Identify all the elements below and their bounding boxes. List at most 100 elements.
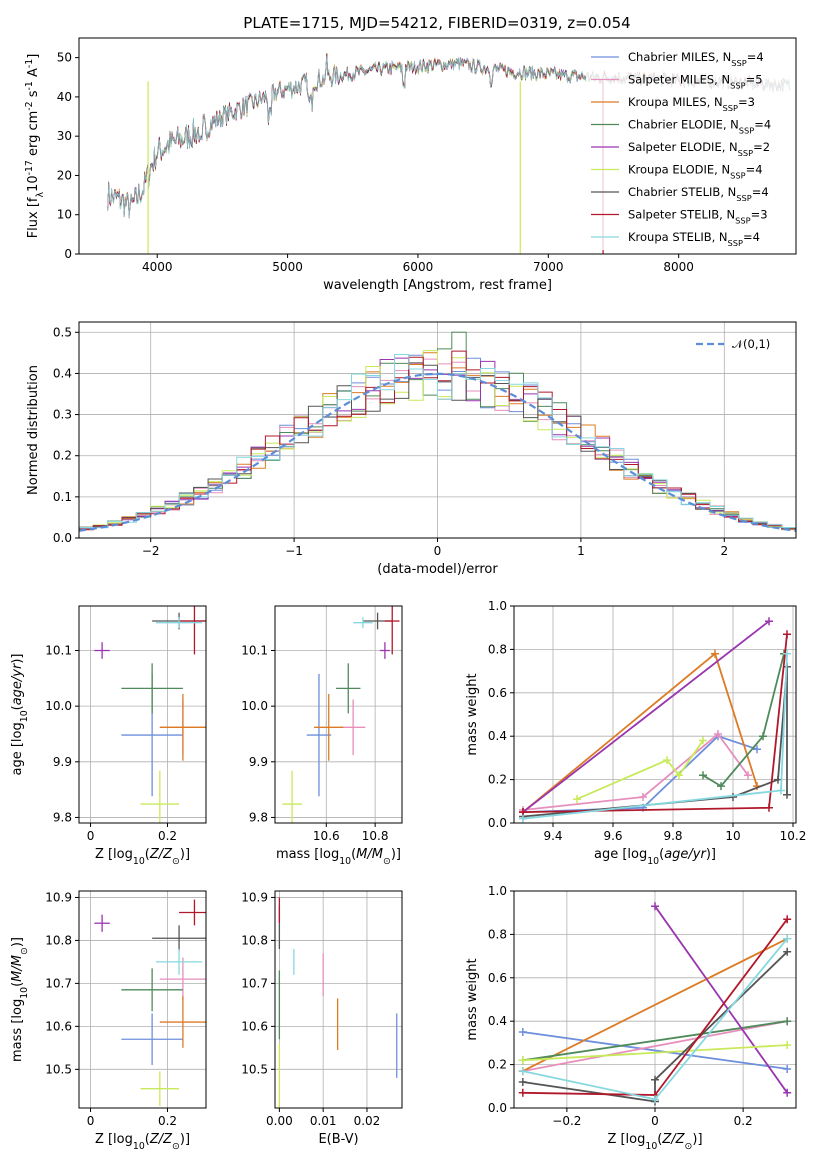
y-tick-label: 0.2 — [53, 449, 72, 463]
series-point — [518, 1077, 527, 1086]
plot-area — [79, 331, 796, 532]
errorbar-kroupa-miles — [159, 996, 206, 1048]
series-point — [518, 1067, 527, 1076]
axes-frame — [274, 890, 403, 1109]
x-axis-label: (data-model)/error — [377, 562, 498, 577]
legend-label: Kroupa MILES, NSSP=3 — [628, 95, 755, 113]
errorbar-kroupa-elodie — [282, 770, 302, 823]
series-salpeter-miles — [519, 730, 752, 814]
y-tick-label: 9.8 — [249, 810, 268, 824]
y-tick-label: 10.6 — [241, 1019, 268, 1033]
series-point — [783, 1041, 792, 1050]
x-tick-label: 4000 — [142, 260, 173, 274]
series-point — [765, 617, 773, 626]
series-point — [714, 730, 722, 739]
series-line — [522, 634, 788, 813]
series-kroupa-elodie — [518, 1041, 792, 1065]
y-tick-label: 10.5 — [241, 1062, 268, 1076]
x-axis-label: Z [log10(Z/Z⊙)] — [607, 1132, 702, 1152]
plot-area — [519, 617, 791, 823]
y-tick-label: 9.9 — [53, 755, 72, 769]
legend-box — [586, 44, 792, 250]
x-tick-label: −2 — [142, 544, 160, 558]
errorbar-chabrier-stelib — [152, 925, 206, 952]
series-point — [783, 1088, 792, 1097]
legend-label: Salpeter STELIB, NSSP=3 — [628, 208, 768, 226]
x-tick-label: 8000 — [663, 260, 694, 274]
y-tick-label: 10.8 — [45, 933, 72, 947]
x-tick-label: 5000 — [272, 260, 303, 274]
series-point — [783, 790, 791, 799]
y-tick-label: 0.4 — [488, 729, 507, 743]
legend-label: Chabrier MILES, NSSP=4 — [628, 50, 764, 68]
series-line — [522, 1031, 788, 1070]
x-axis-label: mass [log10(M/M⊙)] — [276, 847, 401, 867]
errorbar-kroupa-stelib — [155, 617, 203, 629]
series-point — [518, 1088, 527, 1097]
errorbar-chabrier-miles — [306, 673, 332, 797]
series-line — [522, 652, 758, 813]
x-tick-label: 10.6 — [313, 829, 340, 843]
series-point — [783, 934, 792, 943]
series-point — [699, 736, 707, 745]
axes-frame — [274, 605, 403, 824]
series-salpeter-elodie — [651, 902, 792, 1097]
y-tick-label: 10.6 — [45, 1019, 72, 1033]
errorbar-salpeter-elodie — [380, 642, 390, 659]
legend-label: Chabrier ELODIE, NSSP=4 — [628, 118, 771, 136]
series-point — [711, 649, 719, 658]
legend-label: Salpeter ELODIE, NSSP=2 — [628, 140, 770, 158]
y-tick-label: 30 — [57, 129, 72, 143]
y-tick-label: 0.6 — [488, 971, 507, 985]
y-tick-label: 10.1 — [241, 644, 268, 658]
y-tick-label: 10.7 — [241, 976, 268, 990]
y-tick-label: 0.1 — [53, 490, 72, 504]
y-tick-label: 40 — [57, 90, 72, 104]
errorbar-kroupa-stelib — [155, 949, 203, 975]
legend: Chabrier MILES, NSSP=4 Salpeter MILES, NS… — [586, 44, 792, 250]
series-line — [522, 735, 758, 813]
chart-mass-vs-EBV: 0.00 0.01 0.02 10.5 10.6 10.7 10.8 10.9 E(B-V) — [241, 890, 403, 1147]
legend-label: Kroupa STELIB, NSSP=4 — [628, 230, 760, 248]
series-point — [783, 947, 792, 956]
series-kroupa-elodie — [573, 736, 707, 804]
y-tick-label: 0.3 — [53, 408, 72, 422]
y-tick-label: 0.2 — [488, 773, 507, 787]
x-tick-label: 6000 — [403, 260, 434, 274]
y-tick-label: 10.0 — [241, 699, 268, 713]
series-point — [783, 649, 791, 658]
x-tick-label: 10.8 — [362, 829, 389, 843]
series-point — [518, 1028, 527, 1037]
series-line — [522, 951, 788, 1103]
y-tick-label: 0.0 — [488, 816, 507, 830]
errorbar-kroupa-stelib — [353, 617, 373, 629]
y-axis-label: Normed distribution — [26, 365, 41, 495]
normal-curve — [79, 372, 796, 532]
plot-area — [94, 899, 206, 1106]
series-point — [518, 1056, 527, 1065]
x-tick-label: 0 — [87, 1114, 95, 1128]
legend-label: Kroupa ELODIE, NSSP=4 — [628, 163, 763, 181]
series-point — [651, 1075, 659, 1084]
errorbar-kroupa-elodie — [140, 770, 180, 823]
errorbar-kroupa-miles — [314, 693, 344, 761]
series-point — [753, 745, 761, 754]
legend: 𝒩(0,1) — [696, 337, 770, 351]
x-tick-label: 10.2 — [780, 829, 807, 843]
chart-mass-vs-Z: 0 0.2 10.5 10.6 10.7 10.8 10.9 Z [log10(Z/Z⊙)] m… — [10, 890, 207, 1152]
x-tick-label: 9.4 — [543, 829, 562, 843]
errorbar-chabrier-elodie — [336, 663, 361, 714]
series-point — [519, 814, 527, 823]
series-line — [522, 937, 788, 1072]
series-point — [573, 795, 581, 804]
y-tick-label: 50 — [57, 51, 72, 65]
series-line — [522, 1044, 788, 1062]
y-tick-label: 1.0 — [488, 884, 507, 898]
x-tick-label: −0.2 — [552, 1114, 581, 1128]
y-tick-label: 0.5 — [53, 325, 72, 339]
axes-frame — [78, 37, 797, 255]
errorbar-kroupa-elodie — [140, 1071, 180, 1106]
chart-weight-vs-Z: −0.2 0 0.2 0.0 0.2 0.4 0.6 0.8 1.0 Z [log10(Z/Z⊙)… — [465, 884, 797, 1152]
chart-age-vs-Z: 0 0.2 9.8 9.9 10.0 10.1 Z [log10(Z/Z⊙)] age [lo… — [10, 605, 207, 867]
x-tick-label: 0.00 — [266, 1114, 293, 1128]
